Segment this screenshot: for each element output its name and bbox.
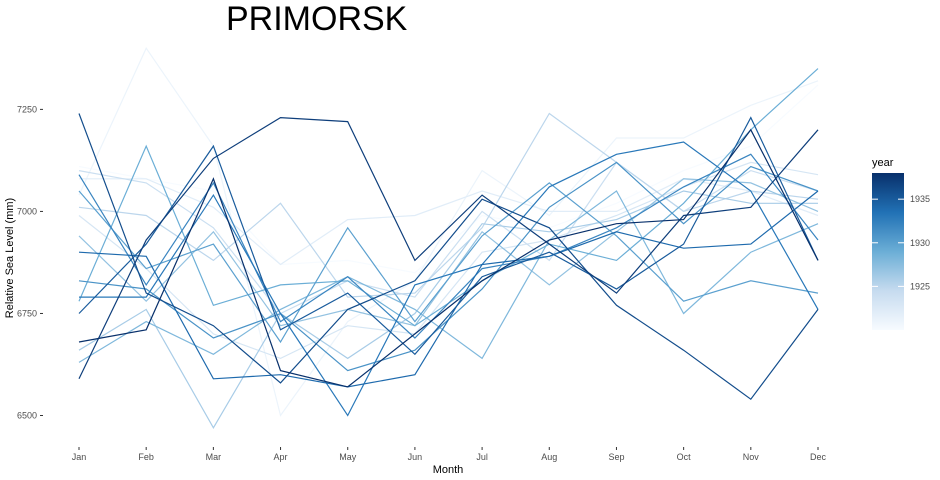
legend: year 1925 1930 1935 bbox=[872, 157, 930, 330]
legend-colorbar bbox=[872, 173, 904, 330]
x-tick-label: Feb bbox=[138, 452, 154, 462]
series-line-1931 bbox=[78, 161, 819, 372]
y-tick-label: 6750 bbox=[17, 308, 37, 318]
x-axis-title: Month bbox=[433, 464, 464, 476]
series-line-1921 bbox=[78, 46, 819, 417]
series-line-1922 bbox=[79, 178, 819, 266]
x-tick-label: Dec bbox=[810, 452, 827, 462]
y-axis-title: Relative Sea Level (mm) bbox=[4, 198, 16, 318]
y-tick-label: 7000 bbox=[17, 206, 37, 216]
y-tick-label: 7250 bbox=[17, 104, 37, 114]
series-line-1937 bbox=[78, 116, 819, 380]
series-line-1928 bbox=[78, 190, 819, 363]
legend-title: year bbox=[872, 157, 894, 169]
series-line-1920 bbox=[78, 84, 819, 274]
x-tick-label: Oct bbox=[677, 452, 692, 462]
x-tick-label: Sep bbox=[608, 452, 624, 462]
y-axis: 6500 6750 7000 7250 bbox=[17, 104, 43, 421]
series-line-1935 bbox=[78, 116, 819, 356]
x-tick-label: Nov bbox=[743, 452, 760, 462]
series-line-1936 bbox=[78, 113, 819, 401]
series-line-1924 bbox=[78, 161, 819, 315]
x-tick-label: May bbox=[339, 452, 357, 462]
x-tick-label: Mar bbox=[206, 452, 222, 462]
series-line-1933 bbox=[79, 141, 819, 417]
chart-title: PRIMORSK bbox=[226, 0, 408, 38]
legend-tick-label: 1925 bbox=[910, 281, 930, 291]
series-line-1930 bbox=[78, 182, 819, 344]
plot-area bbox=[78, 46, 819, 430]
legend-tick-label: 1930 bbox=[910, 238, 930, 248]
x-tick-label: Apr bbox=[274, 452, 288, 462]
series-line-1923 bbox=[78, 161, 819, 360]
x-tick-label: Jul bbox=[476, 452, 488, 462]
series-line-1932 bbox=[78, 153, 819, 339]
x-tick-label: Jan bbox=[72, 452, 87, 462]
series-line-1934 bbox=[78, 190, 819, 388]
x-axis: Jan Feb Mar Apr May Jun Jul Aug Sep Oct Nov Dec bbox=[72, 447, 827, 462]
series-line-1925 bbox=[78, 112, 819, 298]
y-tick-label: 6500 bbox=[17, 411, 37, 421]
x-tick-label: Aug bbox=[541, 452, 557, 462]
series-line-1926 bbox=[78, 190, 818, 430]
legend-tick-label: 1935 bbox=[910, 194, 930, 204]
series-line-1938 bbox=[78, 128, 819, 388]
x-tick-label: Jun bbox=[408, 452, 423, 462]
